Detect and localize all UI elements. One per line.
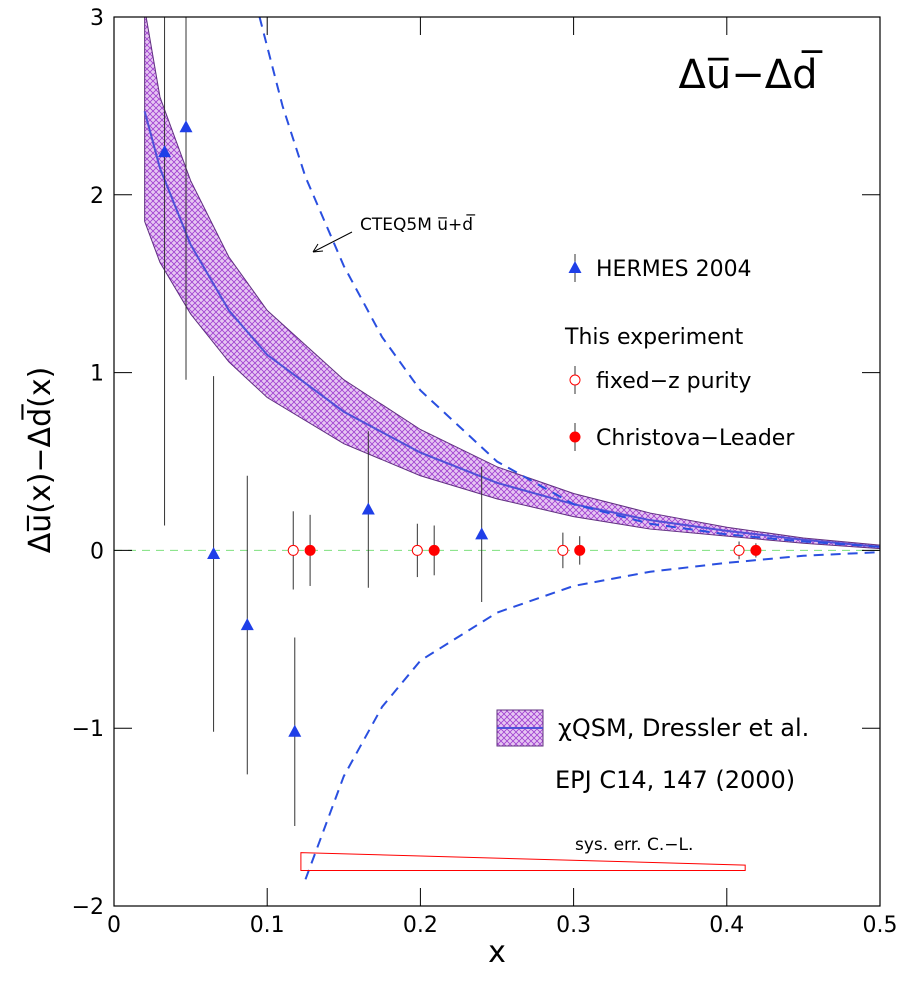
y-tick-label: 3: [90, 6, 104, 31]
marker: [287, 544, 299, 556]
x-tick-label: 0: [107, 913, 121, 938]
sys-error-band: [300, 852, 746, 871]
marker: [240, 618, 254, 631]
y-tick-label: −1: [72, 717, 104, 742]
marker: [574, 544, 586, 556]
y-axis-label: Δu̅(x)−Δd̅(x): [21, 367, 58, 554]
x-tick-label: 0.4: [709, 913, 744, 938]
marker: [569, 431, 581, 443]
marker: [733, 544, 745, 556]
marker: [557, 544, 569, 556]
plot-area: [114, 17, 880, 880]
marker: [361, 502, 375, 515]
plot-frame: [113, 16, 881, 907]
marker: [158, 145, 172, 158]
x-tick-label: 0.2: [403, 913, 438, 938]
x-tick-label: 0.3: [556, 913, 591, 938]
sys-error-label: sys. err. C.−L.: [575, 835, 693, 855]
chart-title: Δu̅−Δd̅: [679, 50, 824, 98]
legend-label: HERMES 2004: [596, 257, 752, 282]
x-tick-label: 0.5: [863, 913, 898, 938]
band-area: [144, 17, 880, 550]
legend-heading: This experiment: [564, 325, 744, 350]
cteq-label: CTEQ5M u̅+d̅: [360, 213, 476, 235]
y-tick-label: −2: [72, 895, 104, 920]
cteq-curve: [304, 551, 880, 880]
marker: [750, 544, 762, 556]
marker: [179, 120, 193, 133]
marker: [568, 261, 582, 273]
y-tick-label: 2: [90, 184, 104, 209]
legend-label: fixed−z purity: [596, 369, 751, 394]
cteq-arrow: [312, 231, 353, 253]
marker: [475, 527, 489, 540]
marker: [411, 544, 423, 556]
marker: [207, 546, 221, 559]
band-legend-label: χQSM, Dressler et al.: [558, 714, 809, 742]
y-tick-label: 1: [90, 362, 104, 387]
marker: [569, 374, 581, 386]
marker: [304, 544, 316, 556]
marker: [288, 724, 302, 737]
x-tick-label: 0.1: [250, 913, 285, 938]
legend-label: Christova−Leader: [596, 426, 795, 451]
y-tick-label: 0: [90, 539, 104, 564]
cteq-curve: [258, 17, 880, 548]
band-center: [143, 110, 880, 548]
x-axis-label: x: [488, 935, 506, 970]
marker: [428, 544, 440, 556]
band-legend-reference: EPJ C14, 147 (2000): [555, 766, 795, 794]
